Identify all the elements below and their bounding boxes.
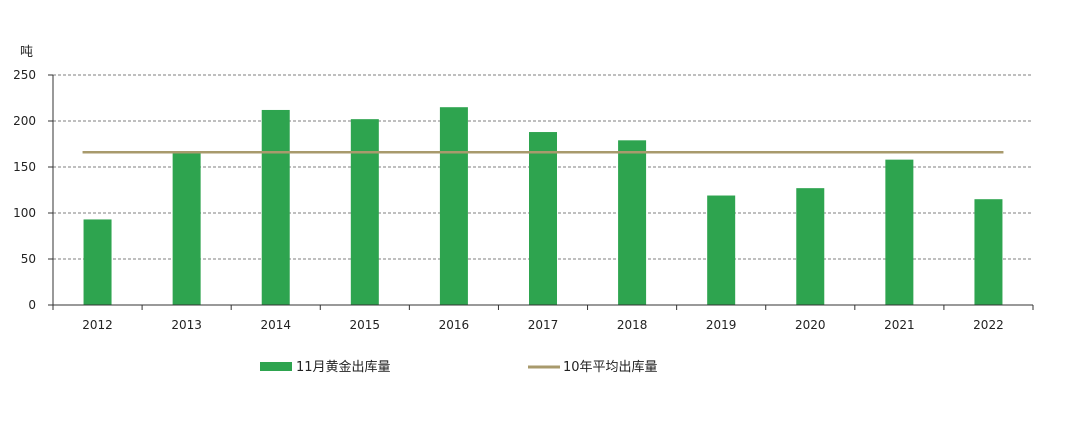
bar-2021: [885, 159, 914, 305]
y-tick-label-100: 100: [13, 206, 36, 220]
bar-2012: [83, 219, 112, 305]
y-tick-label-50: 50: [21, 252, 36, 266]
x-tick-label-2015: 2015: [350, 318, 381, 332]
x-tick-label-2012: 2012: [82, 318, 113, 332]
axes: [52, 75, 1033, 306]
y-tick-label-250: 250: [13, 68, 36, 82]
x-tick-label-2013: 2013: [171, 318, 202, 332]
bar-2013: [172, 152, 201, 305]
x-tick-label-2021: 2021: [884, 318, 915, 332]
legend-label-line: 10年平均出库量: [563, 359, 658, 375]
bar-2019: [707, 195, 736, 305]
legend-swatch-bars: [260, 362, 292, 371]
bar-2018: [618, 140, 647, 305]
x-tick-label-2019: 2019: [706, 318, 737, 332]
y-tick-label-150: 150: [13, 160, 36, 174]
legend: 11月黄金出库量 10年平均出库量: [260, 359, 658, 375]
x-tick-label-2017: 2017: [528, 318, 559, 332]
bar-2020: [796, 188, 825, 305]
bar-2014: [261, 109, 290, 306]
y-axis-unit-label: 吨: [20, 45, 33, 60]
x-tick-label-2022: 2022: [973, 318, 1004, 332]
x-tick-label-2018: 2018: [617, 318, 648, 332]
bar-2017: [529, 132, 557, 305]
x-tick-label-2014: 2014: [260, 318, 291, 332]
bar-2022: [974, 199, 1003, 305]
bar-2016: [439, 107, 468, 305]
bar-2015: [350, 119, 379, 305]
legend-label-bars: 11月黄金出库量: [296, 359, 391, 375]
y-tick-label-0: 0: [28, 298, 36, 312]
y-tick-label-200: 200: [13, 114, 36, 128]
x-tick-label-2020: 2020: [795, 318, 826, 332]
bar-series: [83, 107, 1003, 306]
x-axis-ticks: 2012 2013 2014 2015 2016 2017 2018 2019 2020 2021…: [52, 305, 1034, 332]
y-axis-ticks: 0 50 100 150 200 250: [13, 68, 53, 312]
x-tick-label-2016: 2016: [439, 318, 470, 332]
